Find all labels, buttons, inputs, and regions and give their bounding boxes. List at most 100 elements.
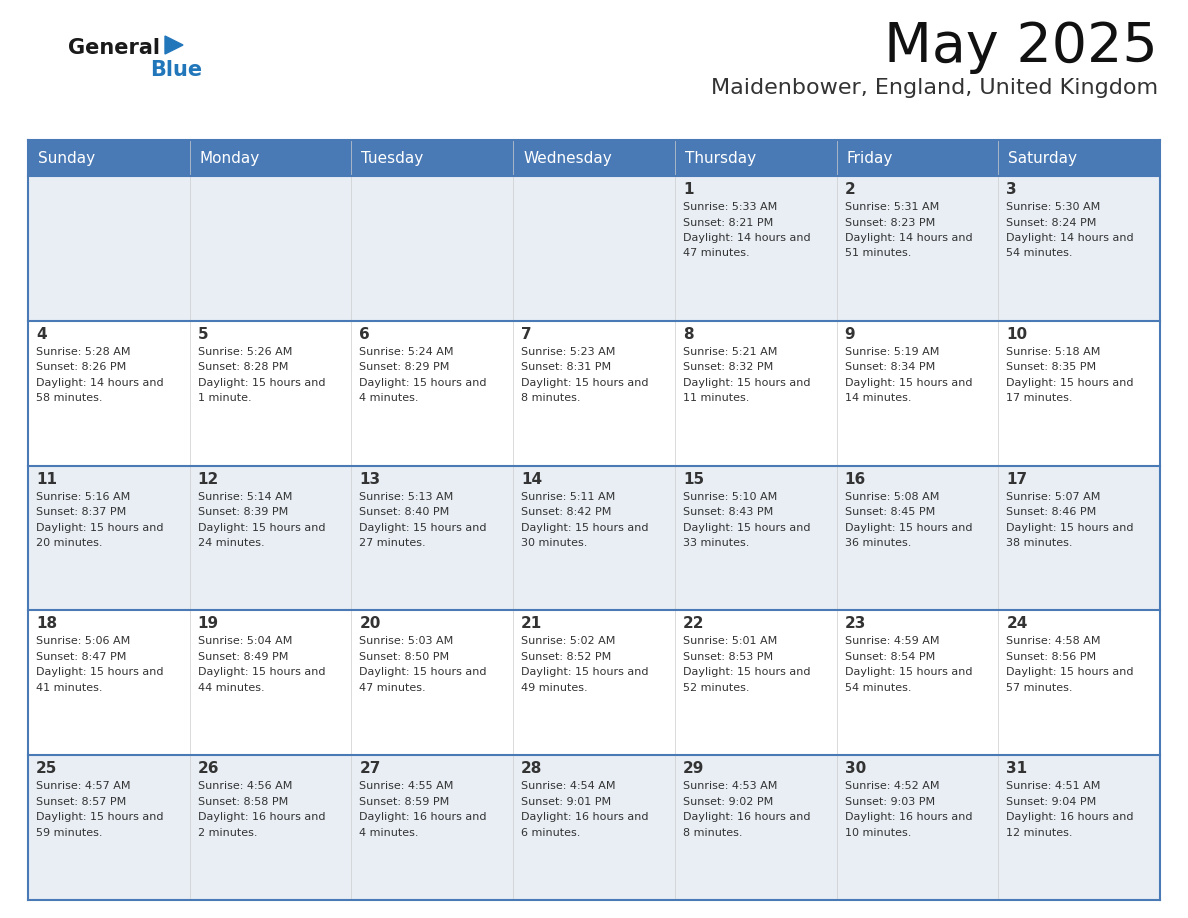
- Text: Sunrise: 5:18 AM: Sunrise: 5:18 AM: [1006, 347, 1100, 357]
- Text: 38 minutes.: 38 minutes.: [1006, 538, 1073, 548]
- Text: Daylight: 15 hours and: Daylight: 15 hours and: [1006, 522, 1133, 532]
- Text: 36 minutes.: 36 minutes.: [845, 538, 911, 548]
- Text: Sunset: 8:54 PM: Sunset: 8:54 PM: [845, 652, 935, 662]
- Text: Daylight: 15 hours and: Daylight: 15 hours and: [197, 522, 326, 532]
- Text: Sunset: 8:21 PM: Sunset: 8:21 PM: [683, 218, 773, 228]
- Text: Sunrise: 5:30 AM: Sunrise: 5:30 AM: [1006, 202, 1100, 212]
- Text: General: General: [68, 38, 160, 58]
- Text: Sunset: 8:35 PM: Sunset: 8:35 PM: [1006, 363, 1097, 373]
- Text: Sunset: 8:46 PM: Sunset: 8:46 PM: [1006, 507, 1097, 517]
- Text: 12: 12: [197, 472, 219, 487]
- Text: 3: 3: [1006, 182, 1017, 197]
- Text: Sunrise: 5:06 AM: Sunrise: 5:06 AM: [36, 636, 131, 646]
- Text: Sunset: 8:49 PM: Sunset: 8:49 PM: [197, 652, 287, 662]
- Text: Saturday: Saturday: [1009, 151, 1078, 165]
- Text: Daylight: 14 hours and: Daylight: 14 hours and: [1006, 233, 1133, 243]
- Text: Daylight: 16 hours and: Daylight: 16 hours and: [683, 812, 810, 823]
- Text: Sunset: 8:28 PM: Sunset: 8:28 PM: [197, 363, 287, 373]
- Text: 23: 23: [845, 616, 866, 632]
- Text: Sunrise: 4:58 AM: Sunrise: 4:58 AM: [1006, 636, 1101, 646]
- Text: May 2025: May 2025: [884, 20, 1158, 74]
- Text: Daylight: 15 hours and: Daylight: 15 hours and: [522, 378, 649, 387]
- Text: Sunrise: 4:55 AM: Sunrise: 4:55 AM: [360, 781, 454, 791]
- Text: 28: 28: [522, 761, 543, 777]
- Text: Daylight: 14 hours and: Daylight: 14 hours and: [36, 378, 164, 387]
- Text: Sunset: 8:43 PM: Sunset: 8:43 PM: [683, 507, 773, 517]
- Text: 11 minutes.: 11 minutes.: [683, 393, 750, 403]
- Text: Sunset: 8:53 PM: Sunset: 8:53 PM: [683, 652, 773, 662]
- Text: 16: 16: [845, 472, 866, 487]
- Bar: [29, 610, 1159, 756]
- Text: Sunrise: 5:28 AM: Sunrise: 5:28 AM: [36, 347, 131, 357]
- Text: Sunset: 8:45 PM: Sunset: 8:45 PM: [845, 507, 935, 517]
- Text: Daylight: 15 hours and: Daylight: 15 hours and: [1006, 378, 1133, 387]
- Text: Blue: Blue: [150, 60, 202, 80]
- Text: Daylight: 15 hours and: Daylight: 15 hours and: [683, 667, 810, 677]
- Text: 30: 30: [845, 761, 866, 777]
- Text: 2 minutes.: 2 minutes.: [197, 828, 258, 838]
- Text: Sunset: 8:42 PM: Sunset: 8:42 PM: [522, 507, 612, 517]
- Text: Daylight: 15 hours and: Daylight: 15 hours and: [845, 378, 972, 387]
- Text: Sunset: 9:04 PM: Sunset: 9:04 PM: [1006, 797, 1097, 807]
- Text: 2: 2: [845, 182, 855, 197]
- Text: Daylight: 15 hours and: Daylight: 15 hours and: [36, 522, 164, 532]
- Text: Friday: Friday: [847, 151, 893, 165]
- Text: 51 minutes.: 51 minutes.: [845, 249, 911, 259]
- Text: Sunset: 8:50 PM: Sunset: 8:50 PM: [360, 652, 449, 662]
- Text: 17: 17: [1006, 472, 1028, 487]
- Text: Sunset: 8:47 PM: Sunset: 8:47 PM: [36, 652, 126, 662]
- Text: 11: 11: [36, 472, 57, 487]
- Text: 14: 14: [522, 472, 542, 487]
- Text: Daylight: 15 hours and: Daylight: 15 hours and: [360, 378, 487, 387]
- Text: Sunrise: 5:11 AM: Sunrise: 5:11 AM: [522, 492, 615, 501]
- Text: 18: 18: [36, 616, 57, 632]
- Text: 29: 29: [683, 761, 704, 777]
- Text: 57 minutes.: 57 minutes.: [1006, 683, 1073, 693]
- Text: Sunrise: 5:10 AM: Sunrise: 5:10 AM: [683, 492, 777, 501]
- Text: Sunset: 8:23 PM: Sunset: 8:23 PM: [845, 218, 935, 228]
- Text: Daylight: 15 hours and: Daylight: 15 hours and: [522, 667, 649, 677]
- Text: Tuesday: Tuesday: [361, 151, 424, 165]
- Text: 27 minutes.: 27 minutes.: [360, 538, 426, 548]
- Text: Sunrise: 5:14 AM: Sunrise: 5:14 AM: [197, 492, 292, 501]
- Text: Sunrise: 5:16 AM: Sunrise: 5:16 AM: [36, 492, 131, 501]
- Text: Sunset: 8:59 PM: Sunset: 8:59 PM: [360, 797, 450, 807]
- Text: Sunset: 8:39 PM: Sunset: 8:39 PM: [197, 507, 287, 517]
- Text: Daylight: 15 hours and: Daylight: 15 hours and: [1006, 667, 1133, 677]
- Text: Daylight: 16 hours and: Daylight: 16 hours and: [845, 812, 972, 823]
- Text: Daylight: 16 hours and: Daylight: 16 hours and: [522, 812, 649, 823]
- Text: Sunrise: 4:54 AM: Sunrise: 4:54 AM: [522, 781, 615, 791]
- Text: Sunrise: 4:59 AM: Sunrise: 4:59 AM: [845, 636, 939, 646]
- Text: Sunrise: 4:56 AM: Sunrise: 4:56 AM: [197, 781, 292, 791]
- Bar: [29, 320, 1159, 465]
- Text: Daylight: 15 hours and: Daylight: 15 hours and: [197, 667, 326, 677]
- Text: 59 minutes.: 59 minutes.: [36, 828, 102, 838]
- Text: Sunset: 9:02 PM: Sunset: 9:02 PM: [683, 797, 773, 807]
- Text: 22: 22: [683, 616, 704, 632]
- Text: Sunset: 8:40 PM: Sunset: 8:40 PM: [360, 507, 450, 517]
- Text: Daylight: 15 hours and: Daylight: 15 hours and: [360, 667, 487, 677]
- Text: Sunrise: 4:52 AM: Sunrise: 4:52 AM: [845, 781, 939, 791]
- Text: 17 minutes.: 17 minutes.: [1006, 393, 1073, 403]
- Text: Daylight: 15 hours and: Daylight: 15 hours and: [522, 522, 649, 532]
- Text: Daylight: 15 hours and: Daylight: 15 hours and: [683, 522, 810, 532]
- Text: 44 minutes.: 44 minutes.: [197, 683, 265, 693]
- Text: Sunset: 8:24 PM: Sunset: 8:24 PM: [1006, 218, 1097, 228]
- Text: 4 minutes.: 4 minutes.: [360, 393, 419, 403]
- Text: 10 minutes.: 10 minutes.: [845, 828, 911, 838]
- Text: Sunset: 8:56 PM: Sunset: 8:56 PM: [1006, 652, 1097, 662]
- Text: 21: 21: [522, 616, 543, 632]
- Text: Sunrise: 5:04 AM: Sunrise: 5:04 AM: [197, 636, 292, 646]
- Text: 1: 1: [683, 182, 694, 197]
- Text: 24 minutes.: 24 minutes.: [197, 538, 265, 548]
- Text: Sunrise: 5:01 AM: Sunrise: 5:01 AM: [683, 636, 777, 646]
- Text: 25: 25: [36, 761, 57, 777]
- Text: Daylight: 15 hours and: Daylight: 15 hours and: [197, 378, 326, 387]
- Text: Sunrise: 4:57 AM: Sunrise: 4:57 AM: [36, 781, 131, 791]
- Text: 52 minutes.: 52 minutes.: [683, 683, 750, 693]
- Text: Sunrise: 4:53 AM: Sunrise: 4:53 AM: [683, 781, 777, 791]
- Text: 1 minute.: 1 minute.: [197, 393, 252, 403]
- Text: Sunset: 8:52 PM: Sunset: 8:52 PM: [522, 652, 612, 662]
- Text: Sunrise: 5:13 AM: Sunrise: 5:13 AM: [360, 492, 454, 501]
- Text: 31: 31: [1006, 761, 1028, 777]
